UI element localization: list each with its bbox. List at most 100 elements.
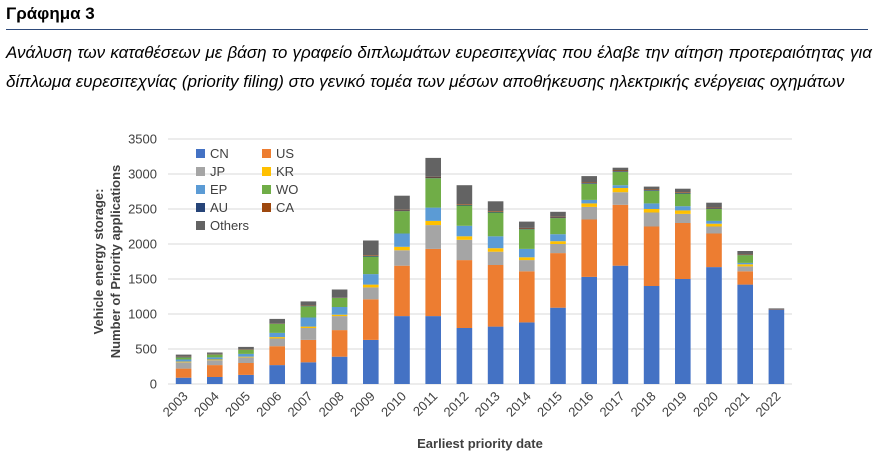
bar-segment-kr — [644, 209, 660, 213]
bar-segment-us — [363, 299, 379, 340]
y-axis-title: Vehicle energy storage: — [91, 189, 106, 335]
legend-swatch — [196, 149, 205, 158]
bar-segment-ca — [425, 177, 441, 178]
gridlines — [168, 139, 792, 384]
bar-segment-ca — [581, 182, 597, 183]
x-tick-label: 2009 — [347, 389, 378, 420]
bar-segment-ca — [675, 192, 691, 193]
bar-segment-cn — [425, 316, 441, 384]
bar-segment-kr — [394, 247, 410, 251]
bar-segment-wo — [363, 257, 379, 275]
bar-segment-cn — [550, 308, 566, 384]
y-tick-label: 0 — [150, 377, 157, 392]
bar-segment-kr — [737, 264, 753, 266]
x-tick-label: 2022 — [752, 389, 783, 420]
x-tick-label: 2020 — [690, 389, 721, 420]
bar-segment-cn — [519, 322, 535, 384]
bar-segment-ep — [613, 185, 629, 188]
bar-segment-us — [581, 220, 597, 277]
bar-segment-cn — [238, 375, 254, 384]
bar-segment-others — [238, 347, 254, 349]
bar-segment-jp — [457, 240, 473, 260]
bar-segment-wo — [301, 306, 317, 317]
legend-swatch — [262, 167, 271, 176]
legend-label: KR — [276, 164, 294, 179]
legend-item-au: AU — [196, 200, 228, 215]
bar-segment-ep — [644, 203, 660, 209]
bar-segment-kr — [238, 357, 254, 358]
bar-segment-au — [519, 229, 535, 230]
bar-segment-wo — [644, 191, 660, 204]
bar-segment-us — [332, 330, 348, 357]
legend-label: CN — [210, 146, 229, 161]
legend-swatch — [262, 203, 271, 212]
bar-segment-others — [769, 308, 785, 309]
bar-segment-cn — [769, 310, 785, 384]
legend-label: US — [276, 146, 294, 161]
bar-segment-cn — [332, 357, 348, 384]
bar-segment-ep — [363, 274, 379, 285]
bar-segment-cn — [394, 316, 410, 384]
bar-segment-cn — [301, 362, 317, 384]
bar-segment-ep — [457, 226, 473, 237]
x-tick-label: 2018 — [628, 389, 659, 420]
bar-segment-wo — [488, 213, 504, 237]
bar-segment-jp — [332, 316, 348, 330]
bar-segment-jp — [425, 225, 441, 249]
x-tick-label: 2014 — [503, 389, 534, 420]
bar-segment-wo — [176, 357, 192, 359]
bar-segment-wo — [706, 209, 722, 221]
bar-segment-us — [238, 363, 254, 375]
bar-segment-us — [706, 234, 722, 268]
bar-segment-cn — [176, 378, 192, 384]
x-tick-label: 2011 — [410, 389, 440, 419]
bar-segment-cn — [737, 285, 753, 384]
legend-item-cn: CN — [196, 146, 229, 161]
bar-segment-au — [488, 212, 504, 213]
bar-segment-au — [644, 190, 660, 191]
legend-swatch — [196, 203, 205, 212]
bar-segment-au — [457, 205, 473, 206]
bar-segment-others — [644, 187, 660, 190]
bar-segment-others — [425, 158, 441, 177]
bar-segment-others — [706, 203, 722, 208]
bar-segment-cn — [269, 365, 285, 384]
bar-segment-others — [457, 185, 473, 204]
bar-segment-ca — [613, 171, 629, 172]
bar-segment-ca — [706, 208, 722, 209]
legend-label: JP — [210, 164, 225, 179]
legend-swatch — [196, 167, 205, 176]
y-tick-label: 3000 — [128, 167, 157, 182]
bar-segment-cn — [488, 327, 504, 384]
bar-segment-au — [613, 171, 629, 172]
legend-label: Others — [210, 218, 250, 233]
bar-segment-others — [613, 168, 629, 171]
bar-segment-us — [519, 271, 535, 322]
legend-item-wo: WO — [262, 182, 298, 197]
bar-segment-cn — [363, 340, 379, 384]
x-tick-label: 2007 — [284, 389, 315, 420]
bar-segment-us — [269, 346, 285, 365]
bar-segment-others — [394, 196, 410, 210]
bar-segment-ep — [519, 249, 535, 257]
legend-swatch — [262, 185, 271, 194]
bar-segment-others — [675, 189, 691, 193]
bar-segment-au — [425, 178, 441, 179]
bar-segment-kr — [269, 337, 285, 338]
bar-segment-au — [363, 256, 379, 257]
bar-segment-jp — [644, 213, 660, 227]
bar-segment-us — [613, 205, 629, 266]
bar-segment-wo — [332, 298, 348, 307]
x-tick-label: 2015 — [534, 389, 565, 420]
bar-segment-ca — [363, 255, 379, 256]
bar-segment-us — [207, 365, 223, 377]
bar-segment-kr — [301, 327, 317, 328]
bar-segment-us — [737, 271, 753, 284]
bar-segment-us — [301, 340, 317, 362]
bar-segment-jp — [581, 207, 597, 220]
bar-segment-jp — [675, 214, 691, 223]
bar-segment-ca — [457, 204, 473, 205]
legend-swatch — [262, 149, 271, 158]
bar-segment-kr — [550, 241, 566, 244]
bar-segment-kr — [706, 224, 722, 227]
